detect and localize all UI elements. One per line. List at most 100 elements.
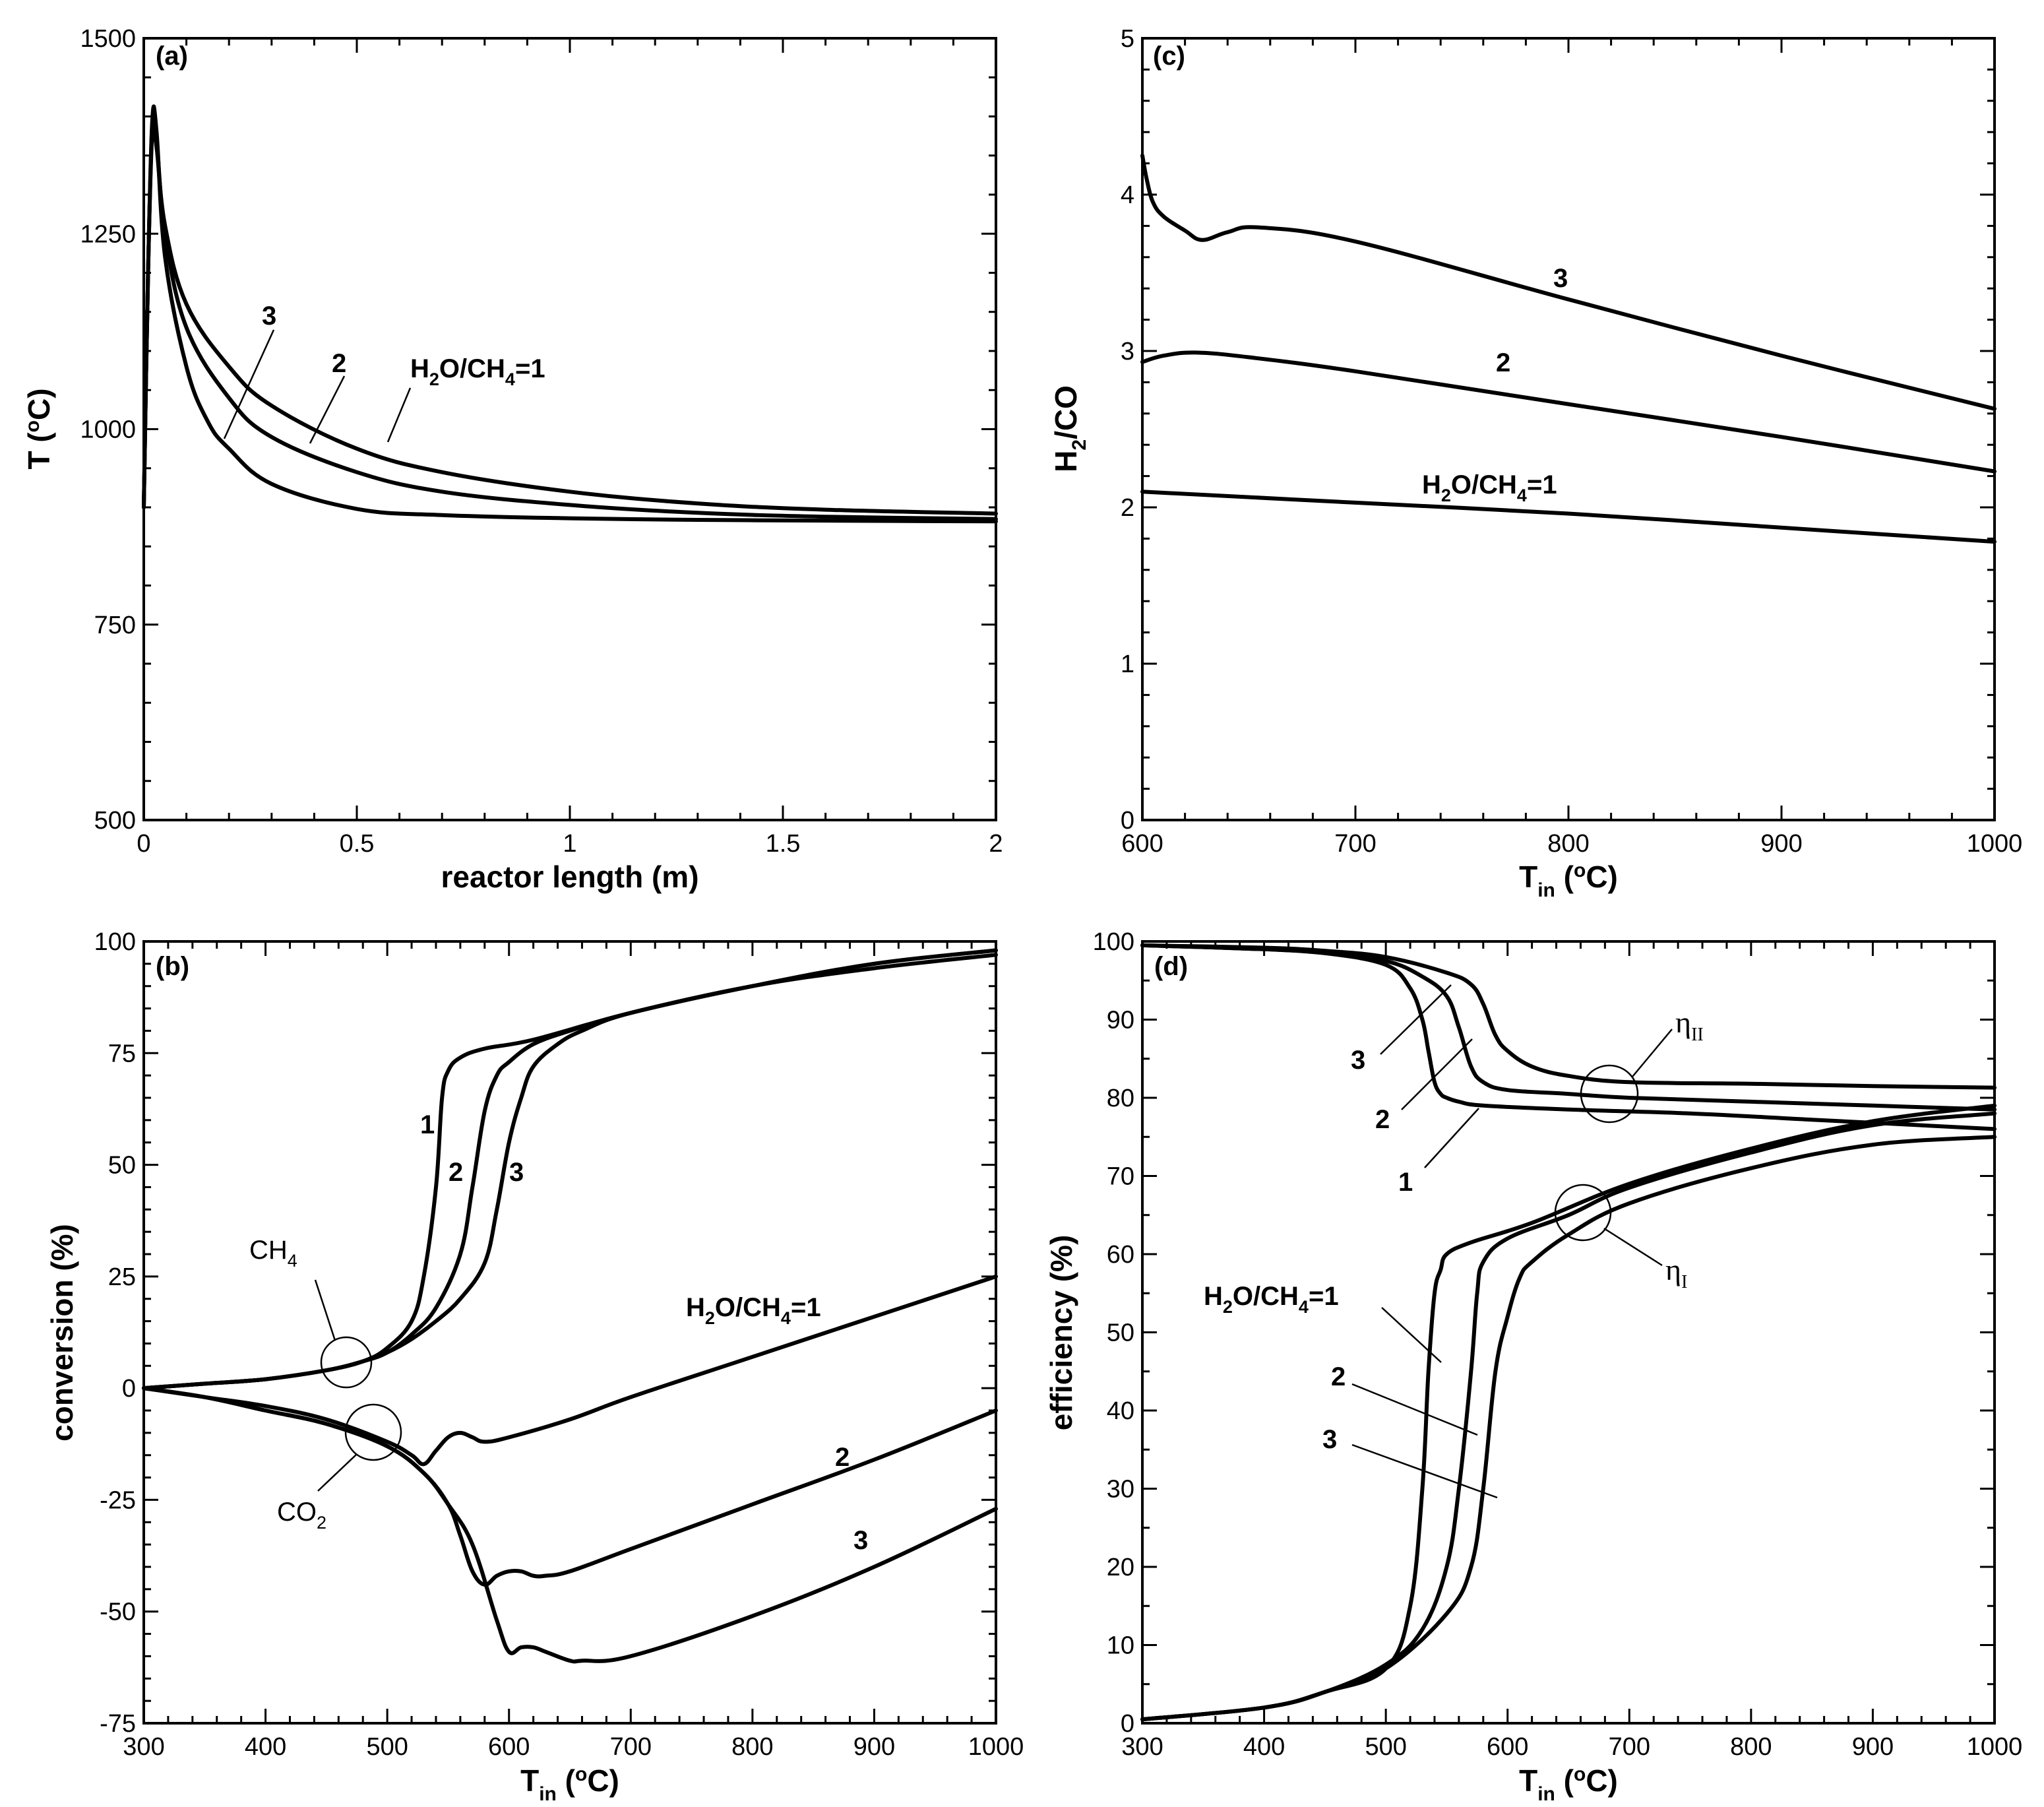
panel-a-ylabel: T (oC) xyxy=(22,388,56,469)
y-tick-label: 4 xyxy=(1121,181,1134,209)
svg-text:Tin (oC): Tin (oC) xyxy=(520,1763,619,1805)
series-line-a-2 xyxy=(142,104,998,524)
panel-a-curves xyxy=(142,104,998,524)
x-tick-label: 900 xyxy=(853,1733,895,1761)
panel-d-ylabel: efficiency (%) xyxy=(1044,1235,1078,1431)
y-tick-label: 1250 xyxy=(80,220,136,248)
panel-b-anno-co2-3: 3 xyxy=(853,1526,868,1555)
y-tick-label: 90 xyxy=(1107,1007,1134,1034)
y-tick-label: 50 xyxy=(108,1152,136,1180)
panel-d-eta2-leader xyxy=(1632,1029,1673,1077)
y-tick-label: 2 xyxy=(1121,494,1134,522)
panel-d-xlabel: Tin (oC) xyxy=(1519,1763,1618,1805)
x-tick-label: 1000 xyxy=(1967,1733,2023,1761)
panel-d-eta2-circle xyxy=(1580,1064,1639,1124)
panel-b-co2-label: CO2 xyxy=(277,1498,326,1533)
series-line-d-2 xyxy=(1140,943,1997,1090)
y-tick-label: 25 xyxy=(108,1263,136,1291)
panel-d-anno-ratio: H2O/CH4=1 xyxy=(1204,1282,1339,1317)
panel-a-leader-3 xyxy=(223,329,275,439)
series-line-d-4 xyxy=(1140,1111,1997,1722)
x-tick-label: 300 xyxy=(1121,1733,1163,1761)
panel-d-anno-2: 2 xyxy=(1375,1105,1390,1134)
y-tick-label: 750 xyxy=(94,612,136,639)
panel-d-anno-3: 3 xyxy=(1351,1046,1365,1075)
y-tick-label: 60 xyxy=(1107,1241,1134,1269)
panel-c-anno-3: 3 xyxy=(1553,264,1568,293)
panel-d-efficiency: 300 400 500 600 700 800 900 1000 0 10 20 30 40 50 60 70… xyxy=(1044,928,2022,1805)
panel-b-ch4-label: CH4 xyxy=(249,1236,297,1271)
panel-b-xlabel: Tin (oC) xyxy=(520,1763,619,1805)
x-tick-label: 400 xyxy=(1243,1733,1285,1761)
y-tick-label: 3 xyxy=(1121,338,1134,365)
x-tick-label: 500 xyxy=(366,1733,408,1761)
series-line-b-1 xyxy=(142,948,998,1391)
panel-b-anno-2: 2 xyxy=(449,1158,463,1187)
panel-d-label: (d) xyxy=(1154,952,1188,981)
panel-b-ticks: 300 400 500 600 700 800 900 1000 -75 -50 -25 0 25 50 7… xyxy=(94,928,1024,1761)
y-tick-label: 5 xyxy=(1121,25,1134,53)
panel-a-anno-2: 2 xyxy=(332,349,346,378)
x-tick-label: 600 xyxy=(1121,830,1163,858)
series-line-b-3 xyxy=(142,1274,998,1467)
x-tick-label: 600 xyxy=(488,1733,530,1761)
panel-d-leader-3 xyxy=(1380,984,1452,1055)
x-tick-label: 1000 xyxy=(968,1733,1024,1761)
y-tick-label: 1500 xyxy=(80,25,136,53)
series-line-d-0 xyxy=(1140,943,1997,1131)
panel-d-anno-1: 1 xyxy=(1398,1168,1413,1197)
panel-a-frame xyxy=(142,37,997,821)
series-line-b-2 xyxy=(142,948,998,1391)
panel-a-leader-1 xyxy=(387,387,412,443)
y-tick-label: 0 xyxy=(1121,807,1134,835)
panel-d-curves xyxy=(1140,943,1997,1722)
panel-c-ylabel: H2/CO xyxy=(1049,385,1090,472)
panel-c-frame xyxy=(1141,37,1996,821)
y-tick-label: 0 xyxy=(1121,1710,1134,1738)
panel-d-ticks: 300 400 500 600 700 800 900 1000 0 10 20 30 40 50 60 70… xyxy=(1093,928,2023,1761)
y-tick-label: 1 xyxy=(1121,650,1134,678)
series-line-c-0 xyxy=(1140,490,1997,544)
x-tick-label: 900 xyxy=(1852,1733,1894,1761)
panel-b-ch4-leader xyxy=(314,1279,336,1341)
panel-a-leader-2 xyxy=(309,375,346,444)
panel-a-ticks: 0 0.5 1 1.5 2 500 750 1000 1250 1500 xyxy=(80,25,1003,858)
panel-c-ticks: 600 700 800 900 1000 0 1 2 3 4 5 xyxy=(1121,25,2022,858)
y-tick-label: 500 xyxy=(94,807,136,835)
y-tick-label: -25 xyxy=(100,1486,136,1514)
series-line-d-1 xyxy=(1140,943,1997,1112)
panel-c-anno-2: 2 xyxy=(1496,348,1510,377)
panel-b-co2-circle xyxy=(344,1403,402,1461)
x-tick-label: 300 xyxy=(123,1733,164,1761)
svg-text:Tin (oC): Tin (oC) xyxy=(1519,1763,1618,1805)
panel-b-ch4-circle xyxy=(320,1336,373,1389)
svg-text:H2/CO: H2/CO xyxy=(1049,385,1090,472)
panel-d-anno-i2: 2 xyxy=(1331,1362,1346,1391)
panel-a-label: (a) xyxy=(156,42,188,71)
x-tick-label: 0 xyxy=(137,830,150,858)
panel-d-eta2-label: ηII xyxy=(1675,1005,1704,1045)
panel-d-leader-2 xyxy=(1401,1038,1473,1110)
x-tick-label: 700 xyxy=(1334,830,1376,858)
y-tick-label: -75 xyxy=(100,1710,136,1738)
panel-b-anno-1: 1 xyxy=(420,1110,435,1139)
x-tick-label: 1000 xyxy=(1967,830,2023,858)
series-line-c-1 xyxy=(1140,350,1997,474)
x-tick-label: 800 xyxy=(731,1733,773,1761)
x-tick-label: 800 xyxy=(1547,830,1589,858)
panel-d-leader-i2 xyxy=(1351,1383,1478,1436)
x-tick-label: 600 xyxy=(1487,1733,1528,1761)
x-tick-label: 400 xyxy=(245,1733,286,1761)
panel-d-anno-i3: 3 xyxy=(1322,1425,1337,1454)
panel-b-ylabel: conversion (%) xyxy=(45,1224,79,1442)
series-line-b-5 xyxy=(142,1386,998,1664)
x-tick-label: 1.5 xyxy=(766,830,801,858)
series-line-d-3 xyxy=(1140,1103,1997,1722)
series-line-b-0 xyxy=(142,953,998,1391)
panel-a-anno-ratio: H2O/CH4=1 xyxy=(410,354,545,389)
y-tick-label: 40 xyxy=(1107,1397,1134,1425)
x-tick-label: 2 xyxy=(989,830,1003,858)
panel-b-frame xyxy=(142,940,997,1725)
panel-a-anno-3: 3 xyxy=(262,301,276,331)
